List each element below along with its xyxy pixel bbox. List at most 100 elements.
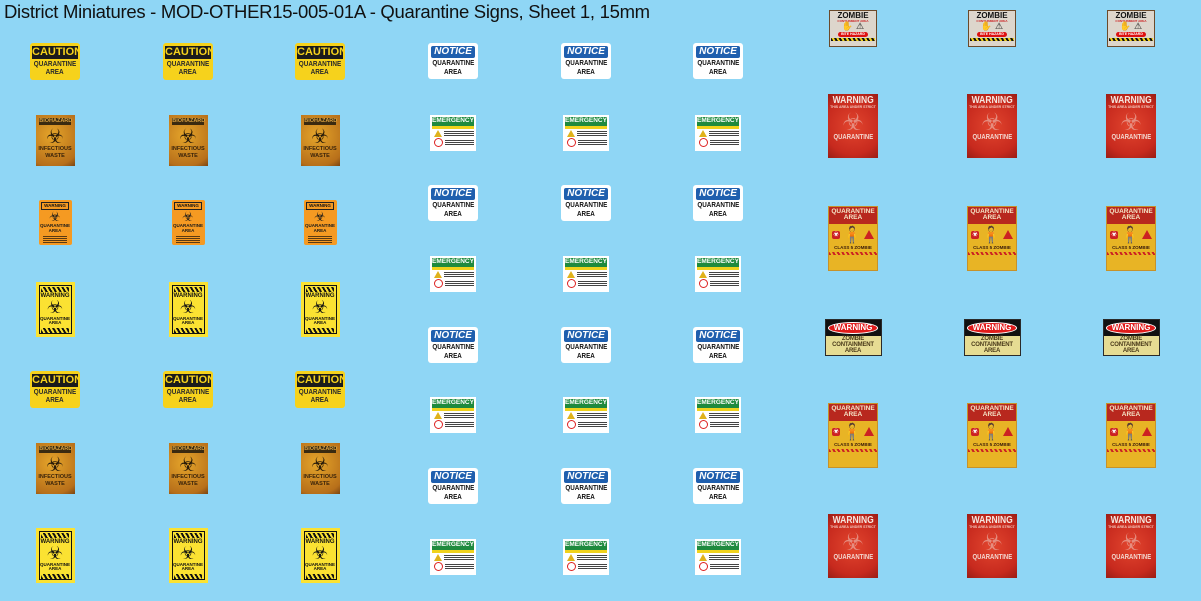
sign-header: CAUTION (32, 45, 80, 59)
fine-print (709, 553, 739, 561)
biohazard-icon: ☣ (1110, 230, 1119, 239)
wyellow-sign: WARNING ☣ QUARANTINE AREA (300, 527, 340, 583)
sign-header: AREA (843, 214, 863, 221)
biohazard-icon: ☣ (179, 296, 197, 318)
notice-sign: NOTICE QUARANTINE AREA (693, 43, 743, 79)
sign-header: BIOHAZARD (304, 117, 338, 125)
warning-triangle-icon (567, 411, 575, 419)
emergency-sign: EMERGENCY (695, 256, 741, 292)
wyellow-sign: WARNING ☣ QUARANTINE AREA (300, 281, 340, 337)
hazard-stripe (173, 286, 203, 292)
worange-sign: WARNING ☣ QUARANTINE AREA (38, 199, 72, 245)
sign-text: QUARANTINE (305, 561, 335, 567)
sign-text: CLASS 5 ZOMBIE (834, 244, 872, 250)
sign-header: WARNING (1105, 321, 1157, 334)
zombie-hand-icon: ✋ ⚠ (980, 21, 1004, 32)
notice-sign: NOTICE QUARANTINE AREA (693, 468, 743, 504)
wred-sign: WARNING THIS AREA UNDER STRICT ☣ QUARANTINE (967, 514, 1017, 578)
fine-print (710, 279, 739, 287)
sign-text: CLASS 5 ZOMBIE (1112, 244, 1150, 250)
fine-print (444, 411, 474, 419)
biohazard-icon: ☣ (46, 452, 64, 476)
emergency-sign: EMERGENCY (695, 539, 741, 575)
sign-text: WASTE (178, 152, 198, 159)
sign-text: QUARANTINE (33, 386, 77, 396)
sign-text: AREA (709, 353, 727, 360)
worange-sign: WARNING ☣ QUARANTINE AREA (303, 199, 337, 245)
caution-sign: CAUTION QUARANTINE AREA (295, 370, 345, 408)
sign-header: WARNING (40, 201, 70, 210)
wred-sign: WARNING THIS AREA UNDER STRICT ☣ QUARANTINE (828, 94, 878, 158)
zombie-sign: ZOMBIE CONTAINMENT AREA ✋ ⚠ BITE HAZARD (968, 9, 1016, 47)
sign-text: WASTE (45, 152, 65, 159)
sign-text: AREA (48, 227, 62, 233)
emergency-sign: EMERGENCY (430, 397, 476, 433)
warning-triangle-icon (434, 129, 442, 137)
sign-text: QUARANTINE (565, 344, 608, 351)
zombie-sign: ZOMBIE CONTAINMENT AREA ✋ ⚠ BITE HAZARD (1107, 9, 1155, 47)
warning-triangle-icon (1002, 230, 1013, 239)
hazard-stripe (173, 532, 203, 538)
sign-text: CLASS 5 ZOMBIE (834, 441, 872, 447)
sign-header: BIOHAZARD (39, 445, 73, 453)
sign-text: WASTE (45, 480, 65, 487)
caution-sign: CAUTION QUARANTINE AREA (163, 370, 213, 408)
sub-banner (432, 549, 474, 553)
sign-header: NOTICE (696, 330, 740, 342)
sign-text: QUARANTINE (972, 553, 1012, 561)
sign-header: NOTICE (431, 471, 475, 483)
warning-triangle-icon (863, 230, 874, 239)
sign-header: ZOMBIE (976, 10, 1008, 20)
prohibition-icon (567, 278, 576, 288)
sign-subtitle: THIS AREA UNDER STRICT (830, 105, 876, 109)
sign-banner: WARNING (1103, 319, 1159, 336)
sign-header: WARNING (40, 538, 70, 545)
hazard-stripe (1107, 449, 1155, 452)
fine-print (577, 270, 607, 278)
fine-print (709, 411, 739, 419)
sign-text: AREA (709, 69, 727, 76)
sign-header: CAUTION (297, 45, 345, 59)
sign-text: AREA (313, 227, 327, 233)
zombie-figure-icon: 🧍 (1120, 421, 1140, 441)
hazard-stripe (1109, 38, 1153, 41)
warning-triangle-icon (1002, 427, 1013, 436)
fine-print (578, 420, 607, 428)
fine-print (710, 138, 739, 146)
wzombie-sign: WARNING ZOMBIE CONTAINMENT AREA (963, 318, 1021, 356)
sign-banner: WARNING (825, 319, 881, 336)
sign-header: QUARANTINE (970, 404, 1014, 412)
sign-text: CONTAINMENT (1110, 341, 1152, 348)
notice-sign: NOTICE QUARANTINE AREA (561, 43, 611, 79)
prohibition-icon (434, 137, 443, 147)
fine-print (578, 138, 607, 146)
sub-banner (697, 549, 739, 553)
fine-print (577, 411, 607, 419)
notice-sign: NOTICE QUARANTINE AREA (428, 43, 478, 79)
sign-header: EMERGENCY (565, 117, 607, 126)
prohibition-icon (567, 561, 576, 571)
sign-text: WASTE (178, 480, 198, 487)
wyellow-sign: WARNING ☣ QUARANTINE AREA (168, 527, 208, 583)
biohazard-icon: ☣ (971, 427, 980, 436)
sign-text: AREA (444, 69, 462, 76)
biohazard-icon: ☣ (311, 542, 329, 564)
hazard-stripe (1107, 252, 1155, 255)
warning-triangle-icon (1141, 427, 1152, 436)
sign-text: INFECTIOUS (38, 146, 72, 152)
prohibition-icon (699, 278, 708, 288)
wred-sign: WARNING THIS AREA UNDER STRICT ☣ QUARANTINE (828, 514, 878, 578)
sub-banner (697, 125, 739, 129)
biohazard-sign: BIOHAZARD ☣ INFECTIOUS WASTE (35, 114, 75, 166)
sign-header: EMERGENCY (432, 541, 474, 550)
wred-sign: WARNING THIS AREA UNDER STRICT ☣ QUARANTINE (1106, 94, 1156, 158)
sign-text: INFECTIOUS (171, 146, 205, 152)
warning-triangle-icon (1141, 230, 1152, 239)
fine-print (444, 129, 474, 137)
hazard-stripe (305, 532, 335, 538)
wzombie-sign: WARNING ZOMBIE CONTAINMENT AREA (1102, 318, 1160, 356)
sign-text: AREA (178, 67, 198, 76)
warning-triangle-icon (434, 270, 442, 278)
caution-sign: CAUTION QUARANTINE AREA (30, 42, 80, 80)
sub-banner (697, 266, 739, 270)
